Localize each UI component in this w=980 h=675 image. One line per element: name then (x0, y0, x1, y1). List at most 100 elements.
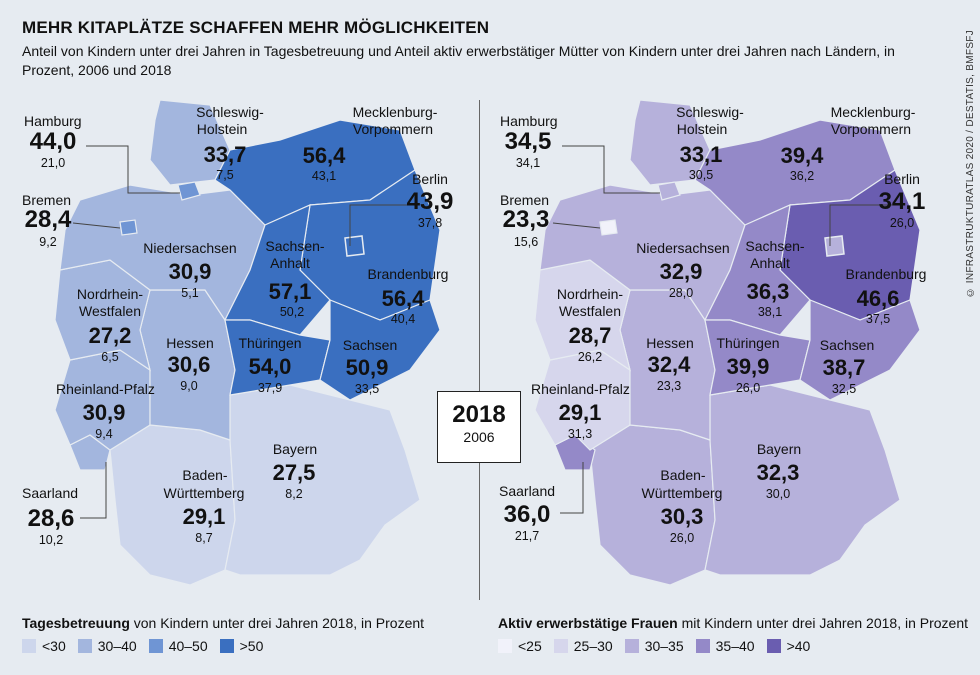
right-value-2006-schleswig-holstein: 30,5 (688, 168, 714, 182)
right-value-2006-nordrhein-westfalen: 26,2 (577, 350, 603, 364)
right-region-bayern (704, 384, 901, 576)
right-label-mecklenburg-2: Vorpommern (830, 121, 912, 137)
left-legend-item: 30–40 (77, 638, 137, 654)
left-label-saarland: Saarland (22, 485, 79, 501)
left-value-2018-sachsen: 50,9 (345, 355, 389, 380)
right-value-2018-mecklenburg-vorpommern: 39,4 (780, 143, 824, 168)
left-legend: <30 30–40 40–50 >50 (22, 638, 275, 654)
right-value-2018-rheinland-pfalz: 29,1 (558, 400, 602, 425)
left-value-2018-brandenburg: 56,4 (381, 286, 425, 311)
right-value-2018-brandenburg: 46,6 (856, 286, 900, 311)
left-label-berlin: Berlin (412, 171, 448, 187)
left-region-bremen (119, 219, 138, 236)
left-value-2018-hessen: 30,6 (167, 352, 211, 377)
left-value-2018-nordrhein-westfalen: 27,2 (88, 323, 132, 348)
right-legend-label: >40 (786, 638, 811, 654)
right-value-2006-berlin: 26,0 (889, 216, 915, 230)
left-value-2006-bremen: 9,2 (39, 235, 57, 249)
left-label-sachsen-anhalt-1: Sachsen- (265, 238, 325, 254)
right-value-2018-sachsen-anhalt: 36,3 (746, 279, 790, 304)
page-subtitle: Anteil von Kindern unter drei Jahren in … (22, 43, 895, 78)
left-value-2006-thueringen: 37,9 (257, 381, 283, 395)
right-value-2018-bayern: 32,3 (756, 460, 800, 485)
right-leader-berlin (829, 204, 898, 246)
left-legend-label: 40–50 (168, 638, 208, 654)
right-legend-title: Aktiv erwerbstätige Frauen mit Kindern u… (498, 615, 968, 631)
left-value-2018-saarland: 28,6 (27, 505, 75, 532)
right-value-2018-bremen: 23,3 (502, 206, 550, 233)
right-label-hamburg: Hamburg (500, 113, 558, 129)
left-value-2006-rheinland-pfalz: 9,4 (95, 427, 113, 441)
right-value-2006-thueringen: 26,0 (735, 381, 761, 395)
left-label-bremen: Bremen (22, 192, 72, 208)
right-label-hessen: Hessen (646, 335, 694, 351)
year-key-sub: 2006 (463, 429, 495, 445)
left-legend-title-rest: von Kindern unter drei Jahren 2018, in P… (129, 615, 425, 631)
left-region-bayern (224, 384, 421, 576)
right-value-2018-hamburg: 34,5 (504, 128, 552, 155)
left-leader-hamburg (86, 145, 180, 194)
left-value-2006-sachsen: 33,5 (354, 382, 380, 396)
right-legend-swatch (624, 639, 639, 653)
right-value-2018-sachsen: 38,7 (822, 355, 866, 380)
right-legend-label: 35–40 (715, 638, 755, 654)
left-region-hamburg (177, 181, 201, 201)
left-value-2018-bremen: 28,4 (24, 206, 72, 233)
left-label-hamburg: Hamburg (24, 113, 82, 129)
left-label-brandenburg: Brandenburg (367, 266, 449, 282)
right-value-2018-saarland: 36,0 (503, 501, 551, 528)
left-legend-label: 30–40 (97, 638, 137, 654)
right-legend-item: <25 (498, 638, 542, 654)
left-legend-title: Tagesbetreuung von Kindern unter drei Ja… (22, 615, 424, 631)
left-label-bayern: Bayern (272, 441, 318, 457)
left-label-sachsen: Sachsen (342, 337, 398, 353)
left-label-rheinland-pfalz: Rheinland-Pfalz (56, 381, 155, 397)
left-label-hessen: Hessen (166, 335, 214, 351)
left-label-schleswig-holstein-1: Schleswig- (196, 104, 264, 120)
left-value-2018-schleswig-holstein: 33,7 (203, 142, 247, 167)
left-value-2006-mecklenburg-vorpommern: 43,1 (311, 169, 337, 183)
left-region-sachsen (319, 299, 441, 401)
right-value-2018-niedersachsen: 32,9 (659, 259, 703, 284)
left-legend-swatch (148, 639, 163, 653)
right-label-mecklenburg-1: Mecklenburg- (830, 104, 916, 120)
right-label-thueringen: Thüringen (716, 335, 780, 351)
right-label-bayern: Bayern (756, 441, 802, 457)
right-label-sachsen-anhalt-2: Anhalt (750, 255, 790, 271)
left-legend-swatch (77, 639, 92, 653)
right-value-2006-niedersachsen: 28,0 (668, 286, 694, 300)
right-value-2018-thueringen: 39,9 (726, 354, 770, 379)
right-value-2018-schleswig-holstein: 33,1 (679, 142, 723, 167)
right-legend-item: 35–40 (695, 638, 755, 654)
left-value-2018-rheinland-pfalz: 30,9 (82, 400, 126, 425)
left-label-niedersachsen: Niedersachsen (143, 240, 237, 256)
right-label-bw-2: Württemberg (641, 485, 723, 501)
right-legend-label: <25 (518, 638, 542, 654)
right-value-2006-bayern: 30,0 (765, 487, 791, 501)
left-legend-item: <30 (22, 638, 66, 654)
right-label-bremen: Bremen (500, 192, 550, 208)
left-value-2018-mecklenburg-vorpommern: 56,4 (302, 143, 346, 168)
right-label-nrw-2: Westfalen (559, 303, 621, 319)
left-legend-item: 40–50 (148, 638, 208, 654)
right-legend-swatch (766, 639, 781, 653)
right-label-nrw-1: Nordrhein- (556, 286, 624, 302)
right-region-hamburg (657, 181, 681, 201)
year-key-box: 2018 2006 (437, 391, 521, 463)
left-value-2006-hamburg: 21,0 (40, 156, 66, 170)
right-label-niedersachsen: Niedersachsen (636, 240, 730, 256)
left-value-2018-niedersachsen: 30,9 (168, 259, 212, 284)
left-label-mecklenburg-2: Vorpommern (352, 121, 434, 137)
left-value-2018-sachsen-anhalt: 57,1 (268, 279, 312, 304)
right-label-sachsen-anhalt-1: Sachsen- (745, 238, 805, 254)
right-legend-item: 25–30 (553, 638, 613, 654)
left-value-2006-sachsen-anhalt: 50,2 (279, 305, 305, 319)
right-legend: <25 25–30 30–35 35–40 >40 (498, 638, 822, 654)
left-value-2018-bayern: 27,5 (272, 460, 316, 485)
right-legend-swatch (498, 639, 512, 653)
left-legend-label: >50 (239, 638, 264, 654)
right-legend-item: 30–35 (624, 638, 684, 654)
left-leader-saarland (80, 462, 107, 519)
left-value-2006-saarland: 10,2 (38, 533, 64, 547)
